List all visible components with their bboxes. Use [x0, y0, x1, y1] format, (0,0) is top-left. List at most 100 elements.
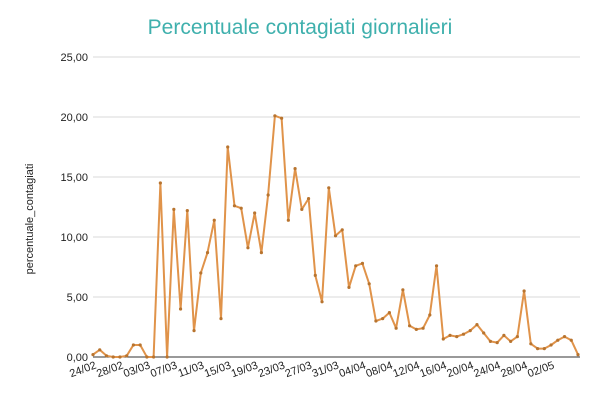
data-point	[286, 218, 290, 222]
data-point	[111, 355, 115, 359]
data-point	[199, 271, 203, 275]
x-tick-label: 27/03	[284, 360, 314, 381]
data-point	[253, 211, 257, 215]
y-tick-label: 25,00	[60, 52, 88, 64]
data-point	[522, 289, 526, 293]
x-tick-label: 11/03	[177, 360, 206, 380]
x-tick-label: 15/03	[203, 360, 233, 381]
data-point	[118, 355, 122, 359]
data-point	[131, 343, 136, 347]
data-point	[367, 282, 371, 286]
data-point	[165, 355, 169, 359]
data-point	[91, 353, 95, 357]
data-point	[152, 355, 156, 359]
data-point	[535, 347, 540, 351]
data-point	[374, 319, 378, 323]
data-point	[320, 300, 324, 304]
data-point	[515, 335, 519, 339]
y-tick-labels: 0,00 5,00 10,00 15,00 20,00 25,00	[60, 52, 88, 364]
data-point	[104, 354, 109, 358]
x-tick-label: 20/04	[445, 360, 475, 381]
y-axis-label: percentuale_contagiati	[24, 164, 36, 275]
data-point	[509, 339, 513, 343]
data-point	[428, 313, 432, 317]
data-point	[232, 204, 237, 208]
data-point	[495, 341, 499, 345]
x-tick-label: 08/04	[364, 360, 394, 381]
data-point	[185, 209, 189, 213]
data-point	[205, 251, 210, 255]
data-point	[293, 167, 297, 171]
x-tick-label: 23/03	[257, 360, 287, 381]
data-point	[333, 234, 338, 238]
data-point	[502, 333, 506, 337]
data-point	[219, 317, 223, 321]
data-point	[239, 206, 243, 210]
data-point	[529, 342, 533, 346]
data-point	[468, 329, 472, 333]
data-point	[273, 114, 277, 118]
x-tick-label: 03/03	[122, 360, 152, 381]
data-point	[421, 326, 425, 330]
data-point	[455, 335, 459, 339]
grid-lines	[93, 56, 580, 298]
data-point	[360, 261, 365, 265]
x-tick-labels: 24/0228/0203/0307/0311/0315/0319/0323/03…	[68, 360, 556, 381]
data-point	[394, 326, 398, 330]
data-point	[347, 285, 351, 289]
data-point	[576, 353, 580, 357]
y-tick-label: 10,00	[60, 232, 88, 244]
data-point	[488, 339, 493, 343]
x-tick-label: 07/03	[149, 360, 179, 381]
data-point	[569, 338, 573, 342]
data-point	[542, 347, 546, 351]
data-point	[158, 181, 162, 185]
data-point	[414, 327, 418, 331]
data-point	[482, 331, 486, 335]
data-point	[401, 288, 405, 292]
series-group	[91, 114, 580, 359]
data-point	[138, 343, 142, 347]
data-point	[549, 343, 553, 347]
data-point	[178, 307, 183, 311]
data-point	[475, 323, 479, 327]
data-point	[145, 355, 149, 359]
data-point	[441, 337, 445, 341]
y-tick-label: 15,00	[60, 172, 88, 184]
data-point	[125, 354, 129, 358]
x-tick-label: 12/04	[391, 360, 421, 381]
x-tick-label: 24/04	[472, 360, 502, 381]
data-point	[448, 333, 452, 337]
data-point	[387, 311, 391, 315]
data-point	[340, 228, 344, 232]
x-tick-label: 02/05	[526, 360, 556, 381]
data-point	[562, 335, 567, 339]
x-tick-label: 31/03	[311, 360, 341, 381]
data-point	[461, 332, 466, 336]
y-tick-label: 20,00	[60, 112, 88, 124]
y-tick-label: 5,00	[67, 292, 88, 304]
x-tick-label: 28/04	[499, 360, 529, 381]
data-point	[266, 193, 270, 197]
data-point	[212, 218, 216, 222]
data-point	[556, 338, 560, 342]
x-tick-label: 19/03	[230, 360, 260, 381]
x-tick-label: 28/02	[95, 360, 125, 381]
data-point	[192, 329, 196, 333]
data-point	[407, 324, 412, 328]
data-point	[381, 317, 385, 321]
y-tick-label: 0,00	[67, 352, 88, 364]
data-point	[172, 207, 176, 211]
data-point	[327, 186, 331, 190]
chart-title: Percentuale contagiati giornalieri	[148, 16, 453, 39]
data-point	[313, 273, 317, 277]
x-tick-label: 16/04	[418, 360, 448, 381]
data-point	[280, 116, 284, 120]
data-point	[226, 145, 230, 149]
data-point	[354, 264, 358, 268]
data-point	[434, 264, 439, 268]
data-point	[246, 246, 250, 250]
x-tick-label: 04/04	[337, 360, 367, 381]
data-point	[98, 348, 102, 352]
